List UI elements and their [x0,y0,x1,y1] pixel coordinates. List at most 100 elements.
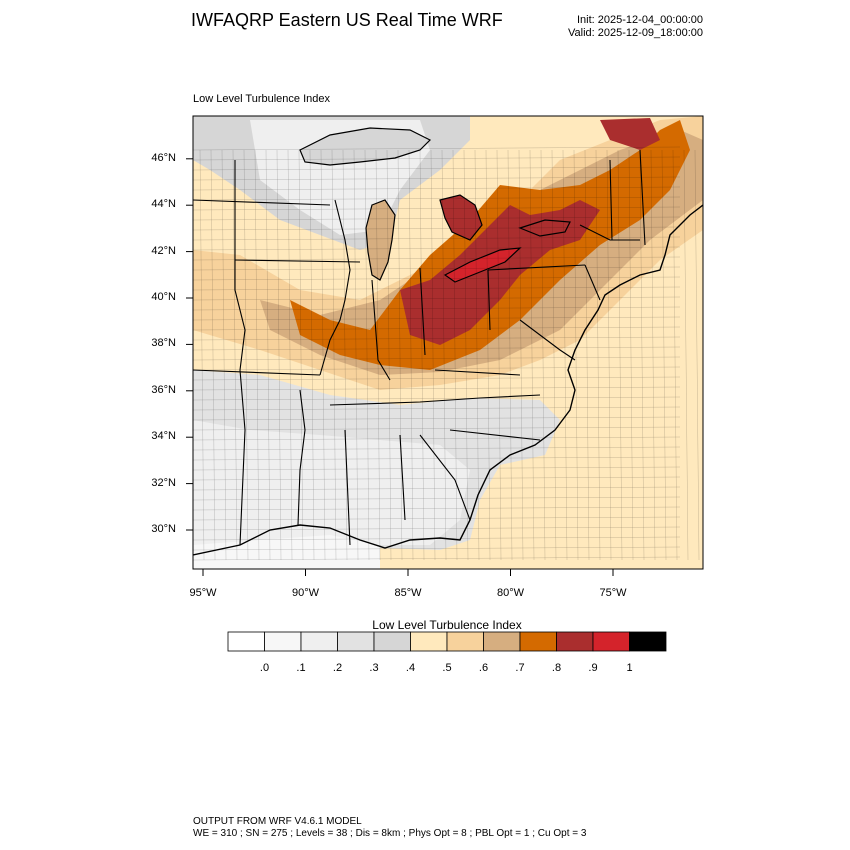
colorbar-label: .8 [551,662,562,674]
time-info: Init: 2025-12-04_00:00:00 Valid: 2025-12… [568,14,703,40]
county-line [193,286,681,291]
colorbar-swatch [446,631,484,652]
colorbar-label: .9 [588,662,598,674]
county-line [193,456,681,461]
lat-label: 44°N [151,198,176,211]
colorbar-swatch [519,631,557,652]
county-line [193,326,681,331]
county-line [193,166,681,171]
county-line [419,149,425,561]
axis-ticks [186,158,614,576]
county-line [221,149,227,561]
county-line [193,496,681,501]
colorbar-swatch [410,631,448,652]
county-line [265,149,271,561]
county-line [529,149,535,561]
county-line [639,149,645,561]
colorbar-label: .5 [442,662,452,674]
county-line [507,149,513,561]
lake-ontario [518,219,571,237]
colorbar-label: .3 [369,662,379,674]
lat-label: 42°N [151,244,176,257]
county-line [573,149,579,561]
county-line [193,436,681,441]
county-line [375,149,381,561]
colorbar-swatch [483,631,521,652]
lake-superior [299,127,432,166]
county-line [661,149,667,561]
county-line [672,149,678,561]
county-line [193,266,681,271]
county-line [193,356,681,361]
colorbar-label: .6 [478,662,489,674]
county-line [193,366,681,371]
county-line [232,149,238,561]
lon-label: 75°W [599,587,627,599]
county-line [287,149,293,561]
map-frame [192,115,704,570]
county-line [193,156,681,161]
county-line [276,149,282,561]
county-line [193,246,681,251]
county-line [193,296,681,301]
county-line [193,406,681,411]
county-line [193,396,681,401]
colorbar-swatch [337,631,375,652]
county-grid [193,146,700,561]
county-line [386,149,392,561]
county-line [193,146,681,151]
colorbar-label: .4 [405,662,416,674]
colorbar-label: 1 [626,662,633,674]
field-darkred [400,200,600,345]
county-line [496,149,502,561]
county-line [193,226,681,231]
lon-label: 95°W [189,587,217,599]
footer-line-1: OUTPUT FROM WRF V4.6.1 MODEL [193,816,362,827]
map-plot-area [193,116,703,569]
county-line [193,516,681,521]
colorbar-swatch [592,631,630,652]
lat-label: 38°N [151,337,176,350]
county-line [193,186,681,191]
colorbar-swatch [373,631,411,652]
colorbar-label: .2 [332,662,343,674]
county-line [342,149,348,561]
field-grey-light [193,420,470,569]
colorbar-label: .0 [259,662,270,674]
county-line [408,149,414,561]
county-line [331,149,337,561]
county-line [193,306,681,311]
county-line [193,536,681,541]
lat-label: 30°N [151,523,176,535]
county-line [193,276,681,281]
lake-huron [439,194,483,241]
county-line [193,526,681,531]
county-line [320,149,326,561]
county-line [193,476,681,481]
lake-erie [443,247,522,283]
colorbar [227,631,667,652]
county-line [243,149,249,561]
county-line [485,149,491,561]
county-line [628,149,634,561]
county-line [694,149,700,561]
county-line [193,506,681,511]
lat-label: 34°N [151,430,176,443]
coastline [193,204,703,556]
state-boundaries [193,149,646,546]
colorbar-title: Low Level Turbulence Index [372,618,522,632]
county-line [463,149,469,561]
county-line [617,149,623,561]
county-line [193,376,681,381]
colorbar-swatch [264,631,302,652]
county-line [193,196,681,201]
lon-label: 85°W [394,587,422,599]
county-line [193,236,681,241]
colorbar-label: .1 [296,662,306,674]
valid-time: Valid: 2025-12-09_18:00:00 [568,27,703,39]
county-line [193,316,681,321]
county-line [193,546,681,551]
field-darkred-ne [600,118,660,150]
colorbar-label: .7 [515,662,525,674]
